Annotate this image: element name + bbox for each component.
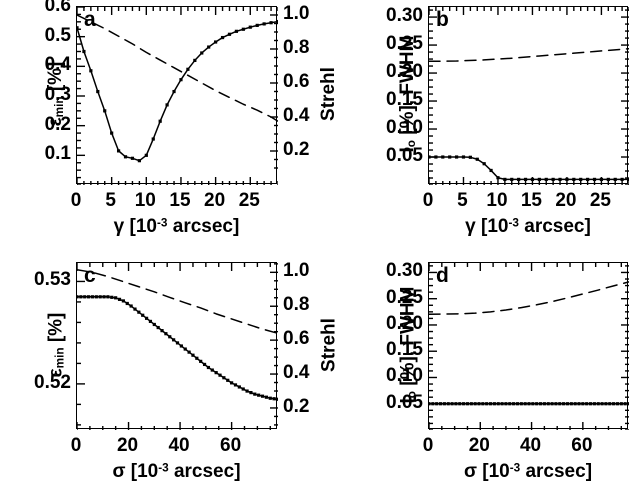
panel-a-ytick-label: 0.6 bbox=[44, 0, 71, 16]
panel-a-xlabel: γ [10-3 arcsec] bbox=[26, 216, 327, 238]
panel-d-ytick-label: 0.05 bbox=[386, 391, 423, 413]
xunit-open: [10 bbox=[476, 461, 510, 482]
panel-c-ytick-right-label: 0.2 bbox=[283, 395, 310, 417]
panel-b-xtick-label: 10 bbox=[486, 190, 508, 211]
panel-c-curves bbox=[77, 263, 278, 430]
panel-a-xtick-label: 25 bbox=[238, 190, 260, 211]
panel-a-ytick-right-label: 1.0 bbox=[283, 2, 310, 24]
panel-a-ytick-right-label: 0.8 bbox=[283, 36, 310, 58]
panel-a-ytick-right-label: 0.6 bbox=[283, 70, 310, 92]
panel-b-ytick-label: 0.10 bbox=[386, 117, 423, 139]
panel-d-xtick-label: 60 bbox=[571, 435, 593, 456]
gamma-symbol: γ bbox=[113, 216, 125, 237]
panel-d-xlabel: σ [10-3 arcsec] bbox=[378, 461, 634, 483]
sigma-symbol: σ bbox=[463, 461, 477, 482]
panel-a-ytick-label: 0.1 bbox=[44, 143, 71, 165]
panel-d-xtick-label: 0 bbox=[422, 435, 434, 456]
panel-c-xtick-label: 0 bbox=[70, 435, 82, 456]
panel-d-label: d bbox=[436, 264, 449, 287]
panel-c-xtick-label: 60 bbox=[220, 435, 242, 456]
panel-c-label: c bbox=[84, 264, 96, 287]
panel-c-ytick-right-label: 0.8 bbox=[283, 294, 310, 316]
panel-a-ytick-label: 0.4 bbox=[44, 54, 71, 76]
panel-c-plot-area bbox=[76, 262, 278, 430]
xunit-open: [10 bbox=[125, 461, 159, 482]
panel-c-ytick-right-label: 0.4 bbox=[283, 362, 310, 384]
xunit-exponent: -3 bbox=[509, 461, 521, 475]
panel-a-ylabel-right: Strehl bbox=[318, 67, 339, 121]
panel-b-ytick-label: 0.25 bbox=[386, 33, 423, 55]
panel-d-xtick-label: 20 bbox=[468, 435, 490, 456]
gamma-symbol: γ bbox=[465, 216, 476, 237]
panel-c-xlabel: σ [10-3 arcsec] bbox=[26, 461, 327, 483]
panel-c-ytick-label: 0.52 bbox=[34, 371, 71, 393]
panel-c-ytick-right-label: 0.6 bbox=[283, 328, 310, 350]
panel-a-curves bbox=[77, 7, 278, 185]
xunit-tail: arcsec] bbox=[518, 216, 591, 237]
panel-c-ytick-right-label: 1.0 bbox=[283, 260, 310, 282]
panel-c-ylabel-left: εmin [%] bbox=[45, 231, 67, 458]
panel-a-ytick-label: 0.5 bbox=[44, 24, 71, 46]
panel-a-label: a bbox=[84, 8, 96, 31]
panel-a-ytick-label: 0.3 bbox=[44, 84, 71, 105]
panel-a-ytick-right-label: 0.2 bbox=[283, 138, 310, 160]
panel-b-ytick-label: 0.20 bbox=[386, 61, 423, 83]
panel-c-ylabel-right: Strehl bbox=[318, 317, 339, 372]
panel-d-ytick-label: 0.25 bbox=[386, 286, 423, 308]
xunit-tail: arcsec] bbox=[520, 461, 593, 482]
panel-c-xtick-label: 40 bbox=[168, 435, 190, 456]
epsilon-subscript: min bbox=[53, 346, 67, 368]
panel-b-ytick-label: 0.05 bbox=[386, 145, 423, 166]
panel-a-xtick-label: 5 bbox=[105, 190, 116, 211]
panel-c-ytick-label: 0.53 bbox=[34, 269, 71, 291]
panel-b-curves bbox=[429, 7, 629, 185]
xunit-exponent: -3 bbox=[157, 216, 168, 230]
panel-b-label: b bbox=[436, 8, 449, 31]
panel-b-ytick-label: 0.15 bbox=[386, 89, 423, 111]
panel-b-xtick-label: 15 bbox=[520, 190, 542, 211]
panel-b-xtick-label: 20 bbox=[555, 190, 577, 211]
xunit-open: [10 bbox=[475, 216, 509, 237]
panel-b-xlabel: γ [10-3 arcsec] bbox=[378, 216, 634, 238]
panel-d-ytick-label: 0.15 bbox=[386, 339, 423, 361]
panel-a-plot-area bbox=[76, 6, 278, 185]
panel-d-ytick-label: 0.10 bbox=[386, 365, 423, 387]
panel-a-xtick-label: 0 bbox=[70, 190, 82, 211]
panel-d-ytick-label: 0.20 bbox=[386, 312, 423, 334]
panel-b-xtick-label: 25 bbox=[589, 190, 611, 211]
panel-a-xtick-label: 20 bbox=[204, 190, 226, 211]
sigma-symbol: σ bbox=[112, 461, 126, 482]
panel-b-plot-area bbox=[428, 6, 629, 185]
panel-b-xtick-label: 0 bbox=[422, 190, 434, 211]
epsilon-units: [%] bbox=[45, 312, 66, 347]
panel-c-xtick-label: 20 bbox=[116, 435, 139, 456]
xunit-tail: arcsec] bbox=[168, 461, 241, 482]
xunit-tail: arcsec] bbox=[167, 216, 240, 237]
xunit-exponent: -3 bbox=[158, 461, 169, 475]
panel-a-ytick-right-label: 0.4 bbox=[283, 104, 310, 126]
panel-a-ytick-label: 0.2 bbox=[44, 113, 71, 135]
xunit-exponent: -3 bbox=[508, 216, 519, 230]
panel-d-plot-area bbox=[428, 262, 629, 430]
panel-d-curves bbox=[429, 263, 629, 430]
panel-a-xtick-label: 10 bbox=[134, 190, 156, 211]
panel-b-xtick-label: 5 bbox=[457, 190, 468, 211]
panel-d-xtick-label: 40 bbox=[519, 435, 542, 456]
panel-a-xtick-label: 15 bbox=[169, 190, 191, 211]
panel-d-ytick-label: 0.30 bbox=[386, 260, 423, 282]
panel-b-ytick-label: 0.30 bbox=[386, 5, 423, 27]
xunit-open: [10 bbox=[124, 216, 157, 237]
